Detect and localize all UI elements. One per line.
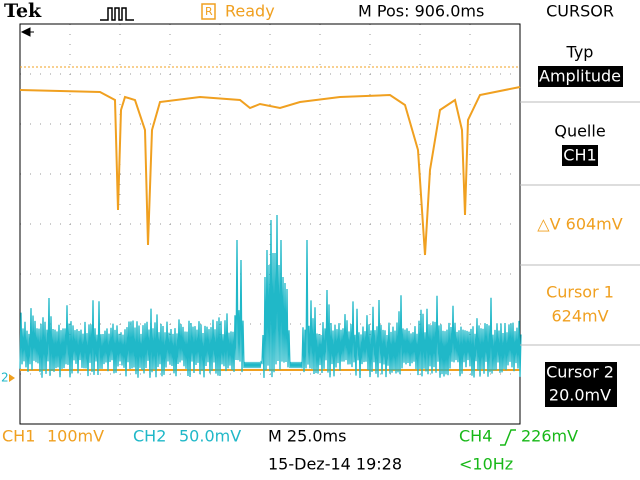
ch1-trace bbox=[19, 86, 521, 256]
channel-marker: 2 bbox=[1, 371, 9, 385]
menu-title: CURSOR bbox=[546, 2, 614, 21]
ch2-name: CH2 bbox=[133, 427, 166, 446]
frequency: <10Hz bbox=[459, 455, 513, 474]
menu-cursor1-label[interactable]: Cursor 1 bbox=[546, 283, 614, 302]
ch1-name: CH1 bbox=[2, 427, 35, 446]
run-icon-letter: R bbox=[205, 5, 213, 18]
date-time: 15-Dez-14 19:28 bbox=[268, 455, 402, 474]
menu-type-value[interactable]: Amplitude bbox=[539, 67, 621, 86]
trigger-source: CH4 bbox=[459, 427, 492, 446]
channel-marker-arrow bbox=[9, 374, 15, 382]
ch2-trace bbox=[19, 214, 522, 379]
menu-source-value[interactable]: CH1 bbox=[563, 146, 596, 165]
trigger-position-marker bbox=[20, 27, 34, 37]
menu-cursor2-label[interactable]: Cursor 2 bbox=[546, 363, 614, 382]
menu-delta: △V 604mV bbox=[537, 215, 622, 234]
trigger-slope-icon bbox=[500, 429, 516, 446]
menu-cursor1-value[interactable]: 624mV bbox=[551, 307, 608, 326]
menu-type-label[interactable]: Typ bbox=[566, 43, 594, 62]
ch2-trace-group bbox=[19, 214, 522, 379]
brand: Tek bbox=[4, 0, 42, 22]
acquisition-icon bbox=[100, 7, 134, 21]
run-icon bbox=[201, 3, 216, 20]
menu-source-highlight bbox=[562, 145, 598, 166]
menu-type-highlight bbox=[538, 66, 623, 87]
menu-source-label[interactable]: Quelle bbox=[554, 122, 605, 141]
position: M Pos: 906.0ms bbox=[358, 2, 484, 21]
menu-cursor2-highlight bbox=[545, 362, 617, 407]
status: Ready bbox=[225, 2, 275, 21]
trigger-level: 226mV bbox=[521, 427, 578, 446]
menu-cursor2-value[interactable]: 20.0mV bbox=[549, 386, 611, 405]
timebase: M 25.0ms bbox=[268, 427, 346, 446]
ch2-scale: 50.0mV bbox=[179, 427, 241, 446]
ch1-scale: 100mV bbox=[47, 427, 104, 446]
graticule-border bbox=[19, 23, 521, 425]
